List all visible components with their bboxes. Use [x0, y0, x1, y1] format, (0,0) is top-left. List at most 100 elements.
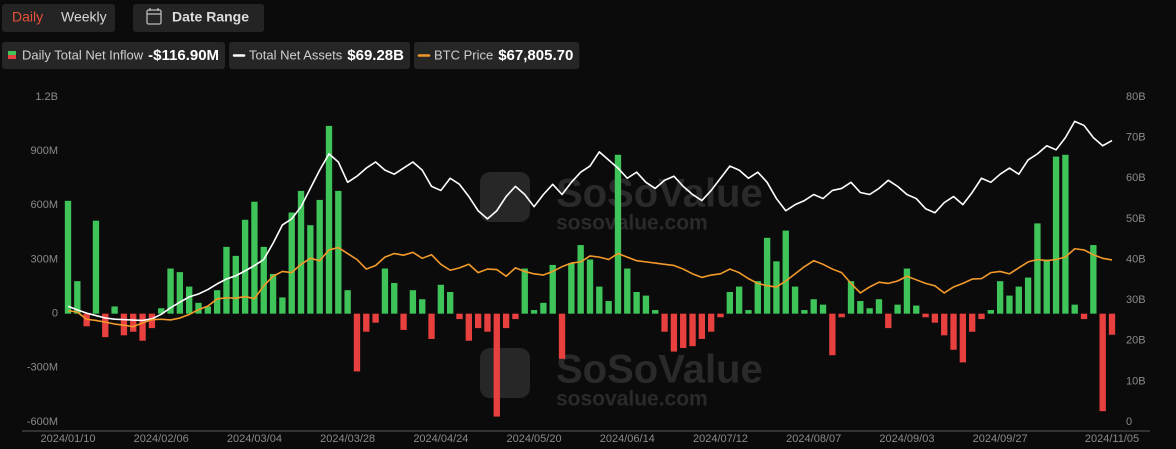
watermark-site: sosovalue.com — [556, 212, 708, 235]
bar — [987, 310, 994, 314]
watermark-brand: SoSoValue — [556, 348, 763, 392]
bar — [941, 313, 948, 336]
bar — [829, 313, 836, 356]
x-tick-label: 2024/04/24 — [413, 433, 468, 445]
y-tick-label: 300M — [30, 253, 58, 265]
y-tick-label: 1.2B — [35, 91, 58, 103]
bar — [102, 313, 109, 338]
y-tick-label: 0 — [1126, 416, 1132, 428]
bar — [922, 313, 929, 318]
bar — [810, 299, 817, 314]
bar — [130, 313, 137, 332]
bar — [521, 268, 528, 314]
bar — [111, 306, 118, 314]
tab-daily[interactable]: Daily — [12, 9, 43, 25]
bar — [558, 313, 566, 359]
bar — [251, 201, 258, 314]
bar — [195, 302, 202, 314]
tab-weekly[interactable]: Weekly — [61, 9, 107, 25]
x-tick-label: 2024/01/10 — [40, 433, 95, 445]
bar — [335, 190, 342, 314]
bar — [269, 273, 277, 314]
bar — [969, 313, 976, 332]
bar — [279, 297, 286, 314]
bar — [353, 313, 361, 372]
legend-item — [413, 42, 580, 69]
bar — [158, 308, 165, 314]
bar — [642, 295, 650, 314]
bar — [1043, 259, 1050, 314]
plot: -600M -300M 0 300M 600M 900M 1.2B 0 10B 20B 30B 40B… — [27, 91, 1146, 445]
y-tick-label: 70B — [1126, 132, 1146, 144]
bar — [698, 313, 706, 339]
bar — [176, 272, 184, 314]
x-tick-label: 2024/09/27 — [973, 433, 1028, 445]
bar — [549, 264, 556, 314]
line — [67, 246, 1113, 328]
y-tick-label: -300M — [27, 362, 58, 374]
bar — [680, 313, 687, 348]
y-tick-label: 20B — [1126, 335, 1146, 347]
bar — [381, 268, 389, 314]
x-tick-label: 2024/11/05 — [1085, 433, 1139, 445]
bar — [148, 313, 156, 329]
bar — [167, 268, 174, 314]
bar — [512, 313, 519, 320]
y-tick-label: 40B — [1126, 253, 1146, 265]
bar — [64, 200, 72, 314]
legend-label: BTC Price — [434, 47, 493, 62]
bar — [1080, 313, 1088, 320]
bar — [670, 313, 678, 352]
bar — [838, 313, 845, 318]
y-tick-label: 10B — [1126, 375, 1146, 387]
y-tick-label: 60B — [1126, 172, 1146, 184]
x-tick-label: 2024/05/20 — [507, 433, 562, 445]
bar — [391, 282, 398, 314]
bar — [139, 313, 146, 341]
bar — [325, 125, 333, 314]
y-tick-label: -600M — [27, 416, 58, 428]
bar — [419, 299, 426, 314]
y-tick-label: 50B — [1126, 213, 1146, 225]
bar — [456, 313, 463, 320]
bar — [624, 268, 631, 314]
y-tick-label: 0 — [52, 308, 58, 320]
bar — [894, 304, 901, 314]
bar — [223, 246, 230, 314]
bar — [260, 246, 267, 314]
bar — [447, 292, 454, 314]
bar — [484, 313, 491, 332]
bar — [866, 308, 873, 314]
bar — [1024, 277, 1032, 314]
bar — [791, 286, 799, 314]
bar — [913, 305, 920, 314]
tab-group — [2, 4, 115, 32]
date-range-label[interactable]: Date Range — [172, 9, 249, 25]
bar — [1062, 154, 1069, 314]
bar — [474, 313, 482, 329]
x-tick-label: 2024/09/03 — [879, 433, 934, 445]
legend-icon — [8, 51, 16, 55]
bar — [735, 286, 743, 314]
bar — [530, 310, 538, 314]
bar — [745, 310, 752, 314]
bar — [586, 259, 594, 314]
y-tick-label: 900M — [30, 145, 58, 157]
date-range-button[interactable] — [133, 4, 264, 32]
bar — [409, 290, 417, 314]
bar — [372, 313, 379, 323]
y-tick-label: 600M — [30, 199, 58, 211]
bar — [1052, 156, 1060, 314]
bar — [502, 313, 510, 329]
bar — [297, 190, 305, 314]
bar — [232, 255, 239, 314]
bar — [903, 268, 911, 314]
bar — [465, 313, 472, 341]
bar — [959, 313, 967, 363]
bar — [1034, 223, 1041, 314]
bar — [801, 310, 808, 314]
bar — [633, 292, 640, 314]
line — [67, 120, 1113, 322]
